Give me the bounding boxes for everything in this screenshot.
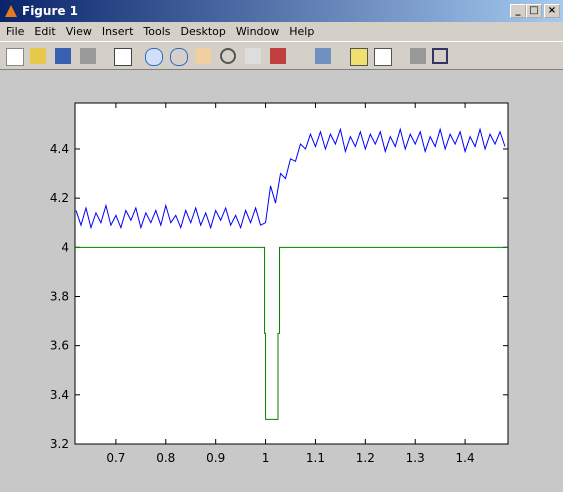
- x-tick-label: 1.3: [406, 451, 425, 465]
- figure-area: 0.7 0.8 0.9 1 1.1 1.2 1.3 1.4 3.2 3.4 3.6 3.8 4 4.2 4.…: [0, 70, 563, 492]
- brush-button[interactable]: [270, 48, 286, 64]
- rotate-button[interactable]: [220, 48, 236, 64]
- menu-item[interactable]: View: [65, 25, 92, 38]
- zoom-in-button[interactable]: [145, 48, 163, 66]
- menu-bar: File Edit View Insert Tools Desktop Window Help: [0, 22, 563, 41]
- axes-box: [74, 102, 509, 445]
- x-tick-label: 0.7: [106, 451, 125, 465]
- y-tick-label: 3.4: [50, 388, 69, 402]
- window-title: Figure 1: [22, 4, 79, 18]
- menu-item[interactable]: Help: [289, 25, 315, 38]
- data-line: [75, 246, 508, 420]
- pan-button[interactable]: [195, 48, 211, 64]
- app-icon: [5, 5, 17, 17]
- save-button[interactable]: [55, 48, 71, 64]
- zoom-out-button[interactable]: [170, 48, 188, 66]
- title-bar: Figure 1 _ □ ×: [0, 0, 563, 22]
- menu-item[interactable]: Tools: [143, 25, 171, 38]
- menu-item[interactable]: Window: [235, 25, 280, 38]
- select-button[interactable]: [114, 48, 132, 66]
- y-tick-label: 3.6: [50, 339, 69, 353]
- y-tick-label: 4.2: [50, 191, 69, 205]
- x-tick-label: 1.2: [356, 451, 375, 465]
- toolbar: [0, 41, 563, 70]
- data-cursor-button[interactable]: [245, 48, 261, 64]
- close-button[interactable]: ×: [544, 4, 560, 18]
- new-button[interactable]: [6, 48, 24, 66]
- x-tick-label: 0.9: [206, 451, 225, 465]
- menu-item[interactable]: Desktop: [180, 25, 226, 38]
- colorbar-button[interactable]: [350, 48, 368, 66]
- menu-item[interactable]: Edit: [34, 25, 56, 38]
- link-button[interactable]: [315, 48, 331, 64]
- hide-tools-button[interactable]: [410, 48, 426, 64]
- maximize-button[interactable]: □: [526, 4, 542, 18]
- y-tick-label: 3.8: [50, 289, 69, 303]
- y-tick-label: 4.4: [50, 142, 69, 156]
- x-tick-label: 1.1: [306, 451, 325, 465]
- show-tools-button[interactable]: [432, 48, 448, 64]
- menu-item[interactable]: File: [6, 25, 25, 38]
- data-line: [75, 127, 506, 230]
- legend-button[interactable]: [374, 48, 392, 66]
- minimize-button[interactable]: _: [510, 4, 526, 18]
- x-tick-label: 0.8: [156, 451, 175, 465]
- y-tick-label: 4: [61, 240, 69, 254]
- menu-item[interactable]: Insert: [101, 25, 134, 38]
- x-tick-label: 1: [262, 451, 270, 465]
- print-button[interactable]: [80, 48, 96, 64]
- y-tick-label: 3.2: [50, 437, 69, 451]
- x-tick-label: 1.4: [456, 451, 475, 465]
- open-button[interactable]: [30, 48, 46, 64]
